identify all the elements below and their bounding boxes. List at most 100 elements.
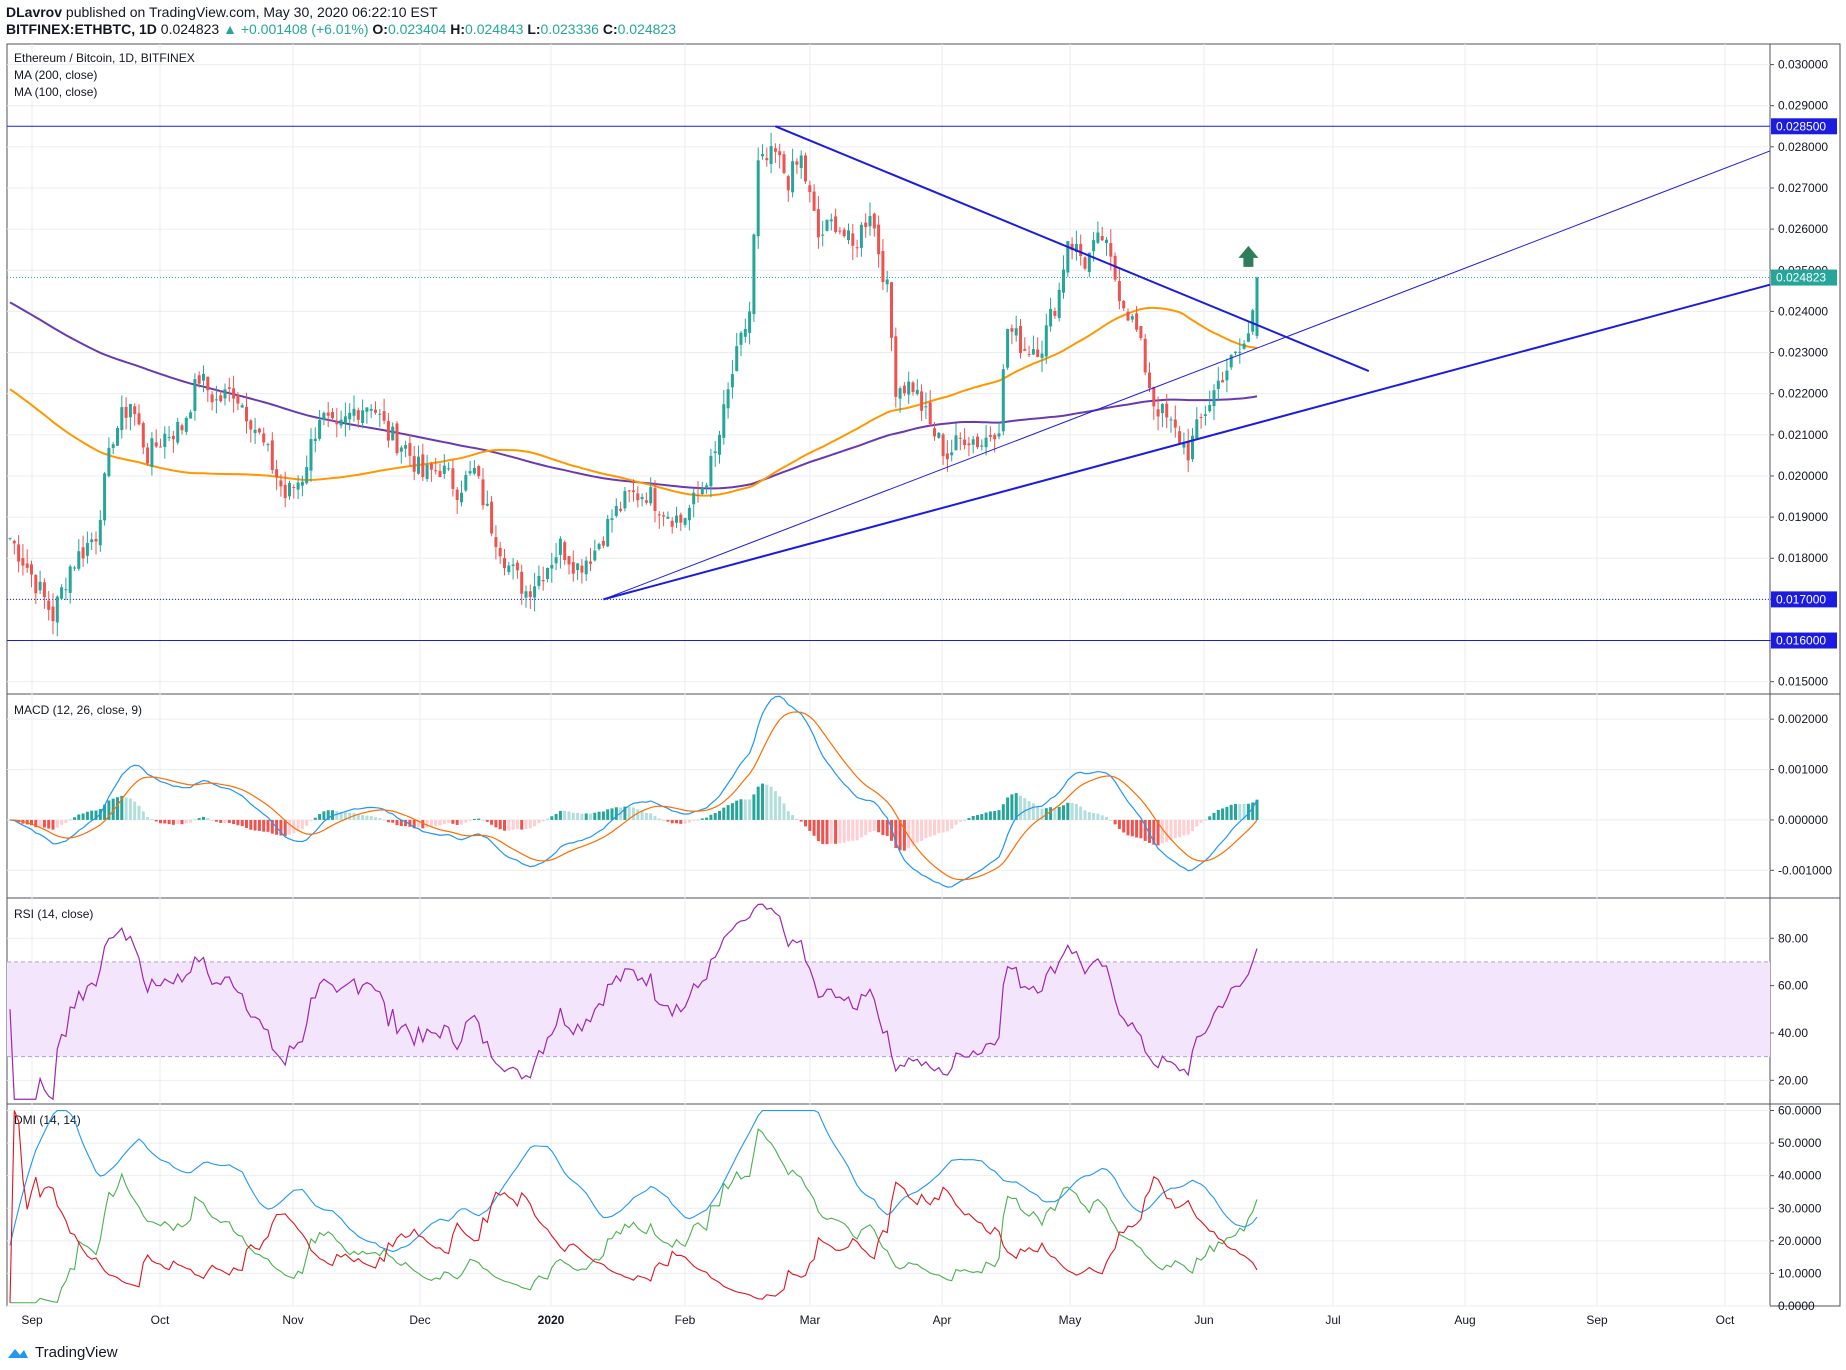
macd-histogram-bar bbox=[1199, 819, 1203, 823]
candle-body bbox=[864, 222, 868, 228]
macd-histogram-bar bbox=[498, 819, 502, 830]
candle-body bbox=[154, 442, 158, 447]
candle-body bbox=[494, 537, 498, 548]
macd-histogram-bar bbox=[1001, 804, 1005, 820]
macd-histogram-bar bbox=[1031, 803, 1035, 820]
macd-histogram-bar bbox=[64, 819, 68, 824]
candle-body bbox=[898, 388, 902, 399]
candle-body bbox=[25, 563, 29, 568]
candle-body bbox=[773, 148, 777, 152]
candle-body bbox=[834, 216, 838, 232]
tradingview-logo[interactable]: TradingView bbox=[6, 1344, 118, 1361]
macd-histogram-bar bbox=[146, 817, 150, 820]
macd-histogram-bar bbox=[675, 819, 678, 824]
price-axis-label: 30.0000 bbox=[1778, 1201, 1822, 1215]
candle-body bbox=[1023, 348, 1027, 351]
macd-histogram-bar bbox=[1152, 819, 1156, 845]
candle-body bbox=[1143, 338, 1147, 373]
macd-histogram-bar bbox=[593, 812, 597, 820]
macd-histogram-bar bbox=[580, 813, 584, 820]
macd-histogram-bar bbox=[460, 819, 463, 825]
macd-histogram-bar bbox=[558, 810, 562, 820]
macd-histogram-bar bbox=[1092, 812, 1096, 820]
candle-body bbox=[202, 373, 205, 381]
candle-body bbox=[662, 515, 666, 517]
candle-body bbox=[1053, 310, 1057, 316]
macd-histogram-bar bbox=[576, 812, 580, 820]
candle-body bbox=[851, 233, 855, 246]
candle-body bbox=[1083, 257, 1087, 269]
candle-body bbox=[365, 407, 369, 412]
macd-histogram-bar bbox=[292, 819, 296, 834]
time-axis-label: Mar bbox=[800, 1313, 821, 1327]
candle-body bbox=[1173, 419, 1177, 428]
macd-histogram-bar bbox=[335, 811, 339, 820]
candle-body bbox=[447, 468, 451, 470]
time-axis-label: Dec bbox=[409, 1313, 430, 1327]
macd-histogram-bar bbox=[1010, 794, 1014, 820]
candle-body bbox=[485, 503, 489, 506]
macd-histogram-bar bbox=[38, 819, 42, 827]
candle-body bbox=[571, 562, 575, 574]
candle-body bbox=[270, 440, 274, 470]
price-axis-label: 0.027000 bbox=[1778, 181, 1828, 195]
macd-pane-title: MACD (12, 26, close, 9) bbox=[14, 703, 142, 717]
macd-histogram-bar bbox=[133, 801, 137, 820]
author[interactable]: DLavrov bbox=[6, 4, 63, 20]
candle-body bbox=[756, 160, 760, 237]
candle-body bbox=[34, 574, 38, 594]
candle-body bbox=[778, 151, 782, 156]
macd-histogram-bar bbox=[1105, 817, 1108, 820]
macd-histogram-bar bbox=[804, 819, 807, 827]
candle-body bbox=[503, 558, 506, 569]
macd-histogram-bar bbox=[503, 819, 506, 831]
candle-body bbox=[279, 480, 283, 487]
macd-histogram-bar bbox=[1122, 819, 1126, 833]
candle-body bbox=[47, 600, 51, 610]
macd-histogram-bar bbox=[563, 810, 567, 820]
candle-body bbox=[219, 395, 223, 402]
macd-histogram-bar bbox=[163, 819, 167, 824]
price-axis-label: 0.024000 bbox=[1778, 304, 1828, 318]
macd-histogram-bar bbox=[1117, 819, 1121, 830]
macd-histogram-bar bbox=[425, 819, 429, 828]
time-axis-label: 2020 bbox=[538, 1313, 565, 1327]
candle-body bbox=[107, 447, 111, 477]
macd-histogram-bar bbox=[128, 798, 132, 820]
candle-body bbox=[300, 481, 304, 486]
macd-histogram-bar bbox=[597, 811, 601, 820]
candle-body bbox=[550, 564, 554, 569]
macd-histogram-bar bbox=[980, 814, 984, 820]
macd-histogram-bar bbox=[386, 819, 390, 823]
candle-body bbox=[601, 540, 605, 546]
macd-histogram-bar bbox=[68, 819, 72, 821]
macd-histogram-bar bbox=[1135, 819, 1139, 838]
candle-body bbox=[124, 406, 128, 418]
low-value: 0.023336 bbox=[540, 21, 599, 37]
candle-body bbox=[60, 587, 64, 599]
macd-histogram-bar bbox=[472, 819, 476, 821]
macd-histogram-bar bbox=[81, 813, 85, 820]
price-axis-label: 40.0000 bbox=[1778, 1169, 1822, 1183]
macd-histogram-bar bbox=[176, 819, 180, 824]
price-axis-label: 0.019000 bbox=[1778, 510, 1828, 524]
macd-histogram-bar bbox=[567, 811, 571, 820]
candle-body bbox=[988, 435, 992, 437]
price-axis-label: 0.021000 bbox=[1778, 428, 1828, 442]
macd-histogram-bar bbox=[1036, 806, 1040, 820]
macd-histogram-bar bbox=[657, 818, 661, 820]
macd-histogram-bar bbox=[270, 819, 274, 834]
macd-histogram-bar bbox=[266, 819, 270, 832]
macd-histogram-bar bbox=[834, 819, 838, 844]
candle-body bbox=[1195, 419, 1199, 439]
macd-histogram-bar bbox=[464, 819, 468, 823]
publish-info: DLavrov published on TradingView.com, Ma… bbox=[6, 4, 438, 20]
macd-histogram-bar bbox=[864, 819, 868, 835]
macd-histogram-bar bbox=[778, 796, 782, 820]
candle-body bbox=[429, 463, 433, 470]
macd-histogram-bar bbox=[1178, 819, 1182, 838]
price-axis-label: 0.026000 bbox=[1778, 222, 1828, 236]
macd-histogram-bar bbox=[245, 819, 248, 828]
candle-body bbox=[1212, 390, 1216, 407]
